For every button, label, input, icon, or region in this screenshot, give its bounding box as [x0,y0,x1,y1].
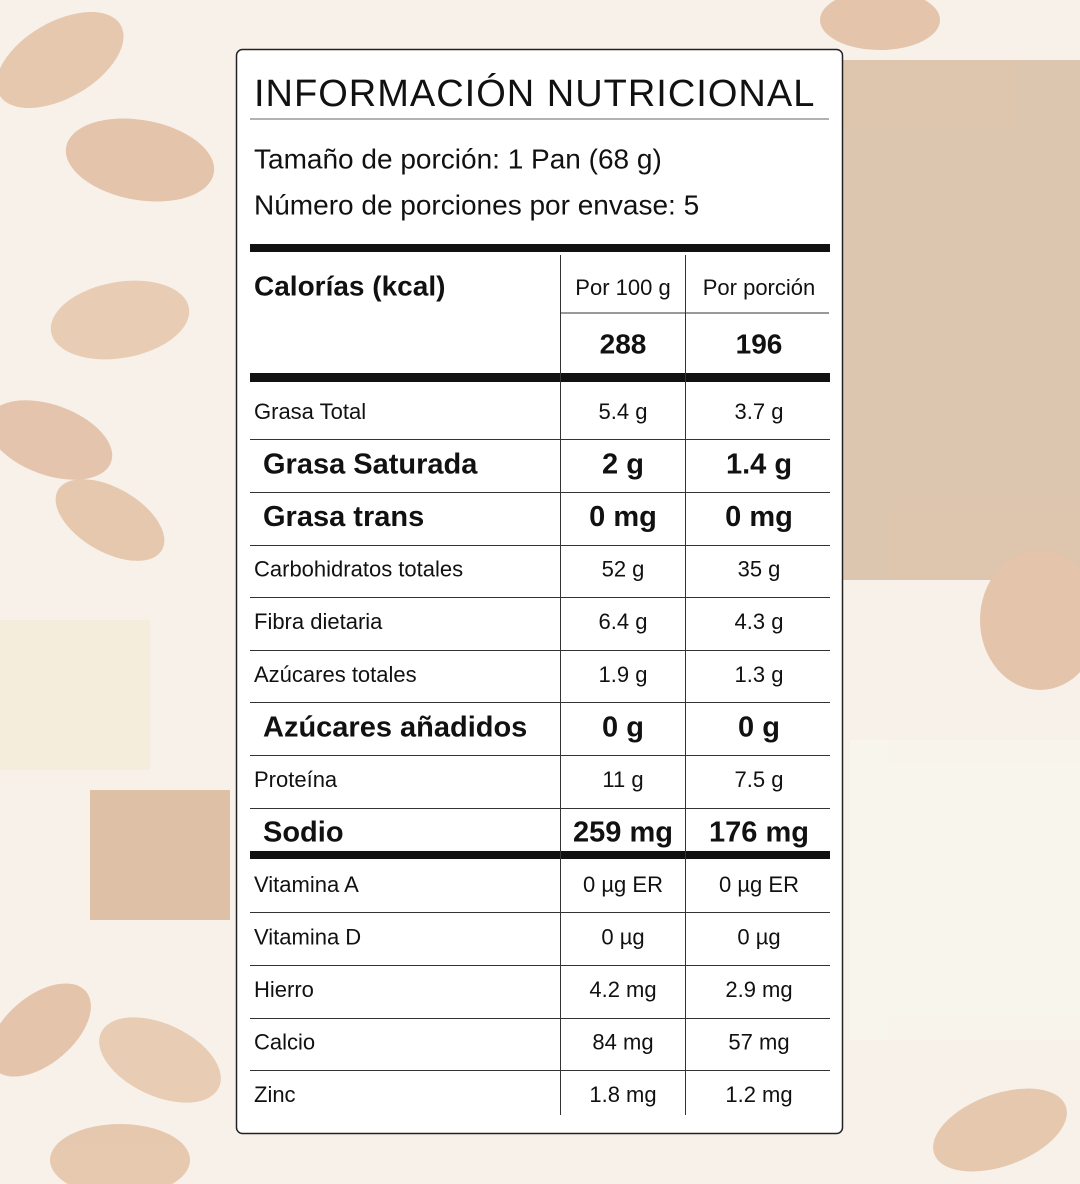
value-per-100g: 2 g [602,448,644,480]
nutrient-name: Calcio [254,1030,315,1055]
value-per-serving: 0 µg [737,924,780,949]
cheese [850,740,1080,1040]
almond [50,1124,190,1184]
nutrient-name: Vitamina A [254,872,359,897]
nutrient-name: Azúcares añadidos [263,711,527,743]
almond [0,983,91,1077]
value-per-100g: 11 g [602,767,643,792]
almond [0,11,124,109]
almond [980,550,1080,690]
calories-value: 288 [600,328,647,359]
value-per-serving: 4.3 g [735,609,784,634]
value-per-100g: 259 mg [573,816,673,848]
almond [65,118,215,202]
serving-size: Tamaño de porción: 1 Pan (68 g) [254,143,662,174]
column-header: Por porción [703,275,816,300]
value-per-100g: 0 µg [601,924,644,949]
nutrient-name: Azúcares totales [254,662,417,687]
bread [840,60,1080,580]
nutrient-name: Proteína [254,767,338,792]
label-panel [235,48,844,1135]
rows: Grasa Total 5.4 g 3.7 g Grasa Saturada 2 g 1.… [250,399,830,1107]
value-per-serving: 1.2 mg [725,1082,792,1107]
calories-label: Calorías (kcal) [254,270,445,301]
value-per-serving: 2.9 mg [725,977,792,1002]
value-per-serving: 0 mg [725,501,793,533]
cheese [0,620,150,770]
column-header: Por 100 g [575,275,670,300]
value-per-serving: 1.4 g [726,448,792,480]
value-per-serving: 57 mg [728,1030,789,1055]
thick-rule [250,373,830,382]
value-per-serving: 7.5 g [735,767,784,792]
value-per-100g: 0 µg ER [583,872,663,897]
almond [0,400,113,480]
value-per-serving: 3.7 g [735,399,784,424]
nutrient-name: Zinc [254,1082,296,1107]
value-per-serving: 0 µg ER [719,872,799,897]
almond [933,1088,1067,1172]
calories-value: 196 [736,328,783,359]
value-per-serving: 0 g [738,711,780,743]
thick-rule [250,244,830,252]
nutrient-name: Grasa Total [254,399,366,424]
value-per-100g: 4.2 mg [589,977,656,1002]
value-per-100g: 0 mg [589,501,657,533]
value-per-100g: 52 g [602,557,645,582]
value-per-serving: 35 g [738,557,781,582]
almond [50,280,190,360]
value-per-100g: 5.4 g [599,399,648,424]
almond [99,1017,221,1103]
value-per-100g: 6.4 g [599,609,648,634]
value-per-serving: 1.3 g [735,662,784,687]
bread [90,790,230,920]
servings-per-container: Número de porciones por envase: 5 [254,189,699,220]
almond [820,0,940,50]
value-per-100g: 0 g [602,711,644,743]
nutrient-name: Grasa Saturada [263,448,478,480]
value-per-100g: 84 mg [592,1030,653,1055]
value-per-serving: 176 mg [709,816,809,848]
nutrient-name: Vitamina D [254,924,361,949]
nutrient-name: Hierro [254,977,314,1002]
nutrient-name: Sodio [263,816,344,848]
value-per-100g: 1.9 g [599,662,648,687]
title: INFORMACIÓN NUTRICIONAL [254,72,815,115]
almond [55,479,165,561]
nutrient-name: Fibra dietaria [254,609,383,634]
thick-rule [250,851,830,859]
value-per-100g: 1.8 mg [589,1082,656,1107]
nutrient-name: Carbohidratos totales [254,557,463,582]
nutrient-name: Grasa trans [263,501,424,533]
